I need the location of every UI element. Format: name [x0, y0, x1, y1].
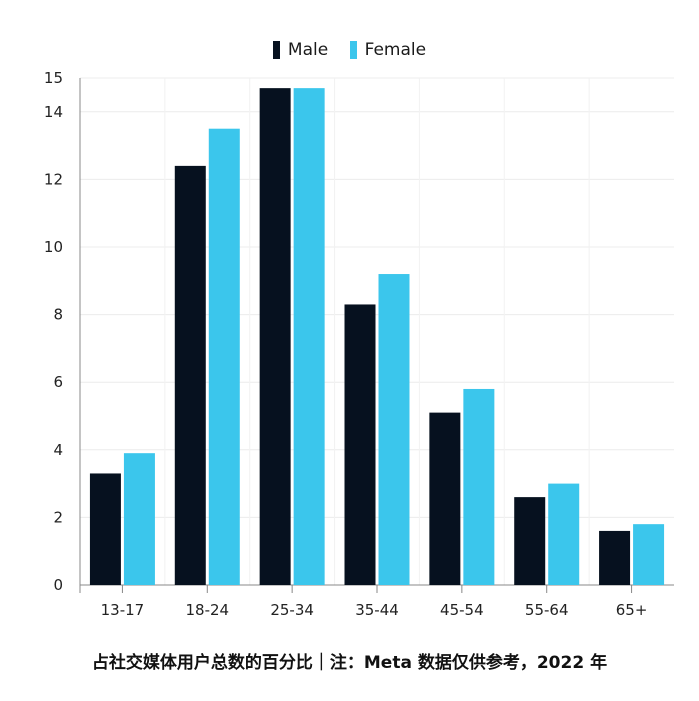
bar-female-55-64	[548, 483, 580, 585]
x-tick-label: 25-34	[270, 601, 314, 619]
legend-swatch-male	[272, 41, 280, 59]
y-tick-label: 4	[53, 441, 63, 459]
bar-female-35-44	[378, 274, 410, 585]
y-tick-label: 0	[53, 576, 63, 594]
bar-male-13-17	[89, 473, 121, 585]
bar-female-65+	[633, 524, 665, 585]
legend-item-male: Male	[272, 40, 329, 60]
bar-male-25-34	[259, 88, 291, 585]
x-tick-label: 45-54	[440, 601, 484, 619]
x-tick-label: 18-24	[185, 601, 229, 619]
bar-female-45-54	[463, 388, 495, 585]
x-tick-label: 35-44	[355, 601, 399, 619]
x-tick-label: 13-17	[101, 601, 145, 619]
y-tick-label: 2	[53, 508, 63, 526]
y-tick-label: 6	[53, 373, 63, 391]
bar-female-13-17	[123, 453, 155, 585]
bar-female-18-24	[208, 128, 240, 585]
legend: Male Female	[0, 40, 699, 64]
x-tick-label: 55-64	[525, 601, 569, 619]
legend-swatch-female	[349, 41, 357, 59]
bar-male-35-44	[344, 304, 376, 585]
bar-male-55-64	[514, 497, 546, 585]
y-tick-label: 8	[53, 306, 63, 324]
legend-label-male: Male	[287, 40, 329, 60]
y-tick-label: 10	[44, 238, 63, 256]
bar-male-65+	[599, 530, 631, 585]
y-tick-label: 15	[44, 69, 63, 87]
legend-item-female: Female	[349, 40, 427, 60]
bar-male-45-54	[429, 412, 461, 585]
y-tick-label: 12	[44, 170, 63, 188]
y-tick-label: 14	[44, 103, 63, 121]
x-tick-label: 65+	[616, 601, 648, 619]
bar-male-18-24	[174, 165, 206, 585]
bar-female-25-34	[293, 88, 325, 585]
chart-caption: 占社交媒体用户总数的百分比｜注：Meta 数据仅供参考，2022 年	[91, 653, 608, 673]
legend-label-female: Female	[364, 40, 427, 60]
